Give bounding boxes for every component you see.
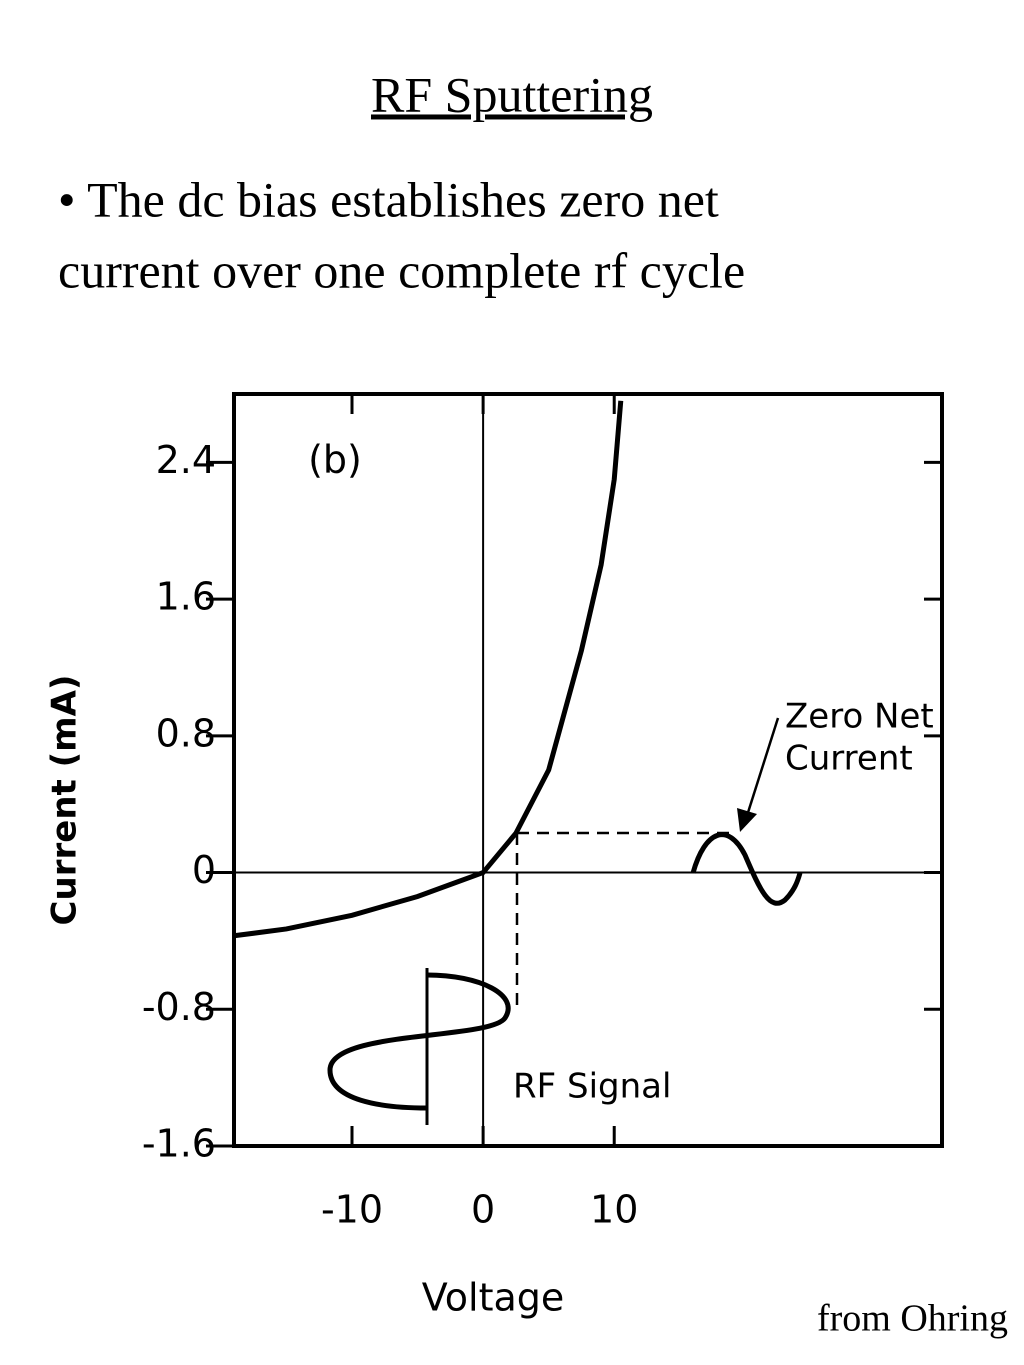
x-tick-label: -10 <box>321 1188 383 1232</box>
annotation: RF Signal <box>513 1067 671 1107</box>
x-axis-label: Voltage <box>422 1276 565 1320</box>
annotation: Current <box>785 739 913 779</box>
chart <box>327 717 803 1125</box>
y-tick-label: 1.6 <box>156 575 216 619</box>
dashed-guide <box>515 831 730 1005</box>
source: from Ohring <box>817 1298 1008 1340</box>
y-tick-label: 2.4 <box>156 438 216 482</box>
rf-signal-wave <box>327 972 511 1111</box>
arrow-head <box>737 808 757 832</box>
bullet-line: • The dc bias establishes zero net <box>58 171 719 227</box>
x-tick-label: 0 <box>471 1188 495 1232</box>
bullet-line: current over one complete rf cycle <box>58 242 745 298</box>
y-tick-label: 0 <box>192 848 216 892</box>
slide-title: RF Sputtering <box>371 66 653 122</box>
panel-label: (b) <box>308 438 362 482</box>
y-tick-label: -0.8 <box>142 985 216 1029</box>
x-tick-label: 10 <box>590 1188 638 1232</box>
annotation: Zero Net <box>785 697 934 737</box>
y-axis-label: Current (mA) <box>45 675 85 926</box>
zero-net-wave <box>690 832 803 906</box>
arrow-line <box>743 717 780 823</box>
y-tick-label: 0.8 <box>156 711 216 755</box>
plot-frame <box>232 392 944 1148</box>
iv-curve <box>233 400 624 939</box>
y-tick-label: -1.6 <box>142 1122 216 1166</box>
